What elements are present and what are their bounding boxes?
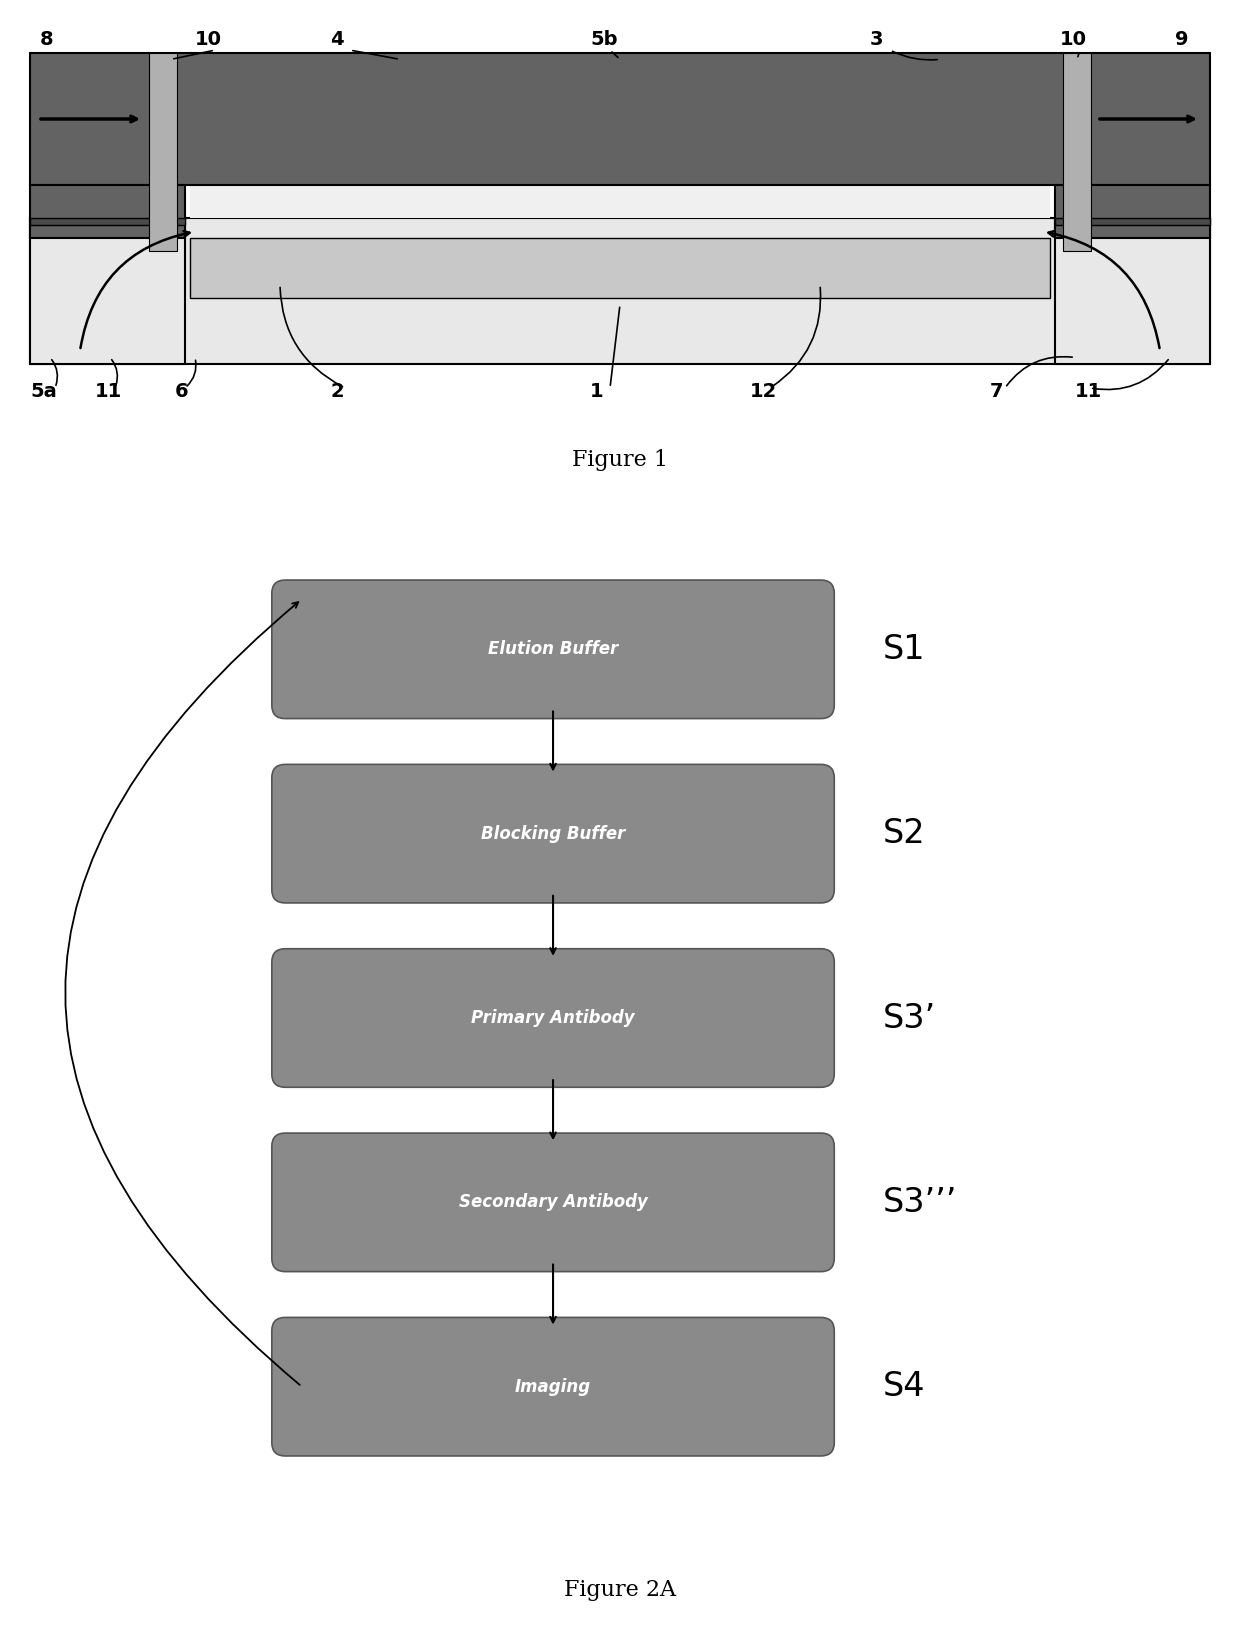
Bar: [30, 53, 1210, 186]
Text: S2: S2: [883, 817, 925, 849]
Bar: [1063, 53, 1091, 251]
Text: 2: 2: [330, 383, 343, 401]
FancyBboxPatch shape: [272, 948, 835, 1088]
Text: 11: 11: [1075, 383, 1102, 401]
Bar: [30, 186, 185, 238]
Bar: [149, 53, 177, 251]
Text: 10: 10: [1060, 30, 1087, 49]
Text: Figure 2A: Figure 2A: [564, 1579, 676, 1600]
Text: 5a: 5a: [30, 383, 57, 401]
Text: 9: 9: [1176, 30, 1188, 49]
Text: 3: 3: [870, 30, 883, 49]
Text: 11: 11: [95, 383, 123, 401]
FancyBboxPatch shape: [272, 580, 835, 718]
Text: 6: 6: [175, 383, 188, 401]
Text: Secondary Antibody: Secondary Antibody: [459, 1193, 647, 1211]
Bar: [1055, 186, 1210, 238]
FancyBboxPatch shape: [272, 1134, 835, 1272]
Text: Elution Buffer: Elution Buffer: [487, 641, 619, 659]
Bar: [1055, 219, 1210, 225]
Text: S3’’’: S3’’’: [883, 1186, 956, 1219]
Bar: [190, 186, 1050, 219]
Bar: [190, 238, 1050, 297]
Text: 1: 1: [590, 383, 604, 401]
Text: 4: 4: [330, 30, 343, 49]
Text: 10: 10: [195, 30, 222, 49]
Text: S4: S4: [883, 1370, 925, 1403]
FancyBboxPatch shape: [272, 1318, 835, 1456]
Text: S1: S1: [883, 633, 925, 665]
Text: Imaging: Imaging: [515, 1378, 591, 1395]
Bar: [30, 219, 185, 225]
Text: S3’: S3’: [883, 1002, 935, 1035]
Bar: [30, 219, 1210, 365]
Text: Primary Antibody: Primary Antibody: [471, 1009, 635, 1027]
Bar: [30, 219, 185, 365]
Text: Figure 1: Figure 1: [572, 449, 668, 472]
Text: 8: 8: [40, 30, 53, 49]
Text: 12: 12: [750, 383, 777, 401]
Bar: [1055, 219, 1210, 365]
Text: Blocking Buffer: Blocking Buffer: [481, 825, 625, 843]
FancyBboxPatch shape: [272, 764, 835, 904]
Text: 7: 7: [990, 383, 1003, 401]
Text: 5b: 5b: [590, 30, 618, 49]
